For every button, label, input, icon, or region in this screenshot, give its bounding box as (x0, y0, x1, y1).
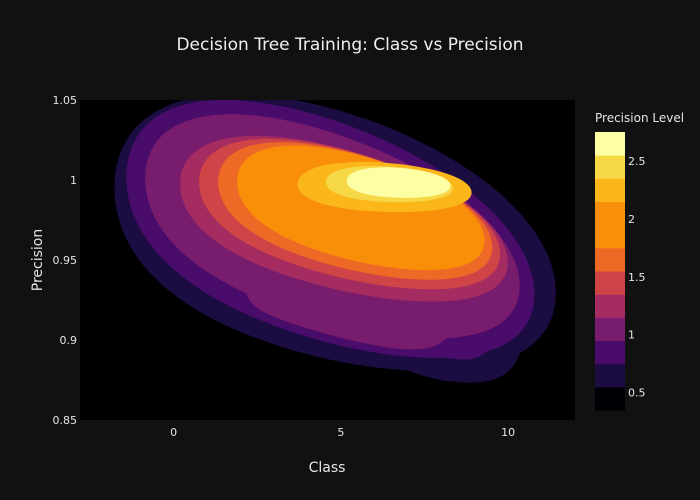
plot-area (80, 100, 575, 420)
y-tick-label: 1.05 (53, 94, 78, 107)
colorbar-band (595, 340, 625, 365)
y-tick-label: 0.85 (53, 414, 78, 427)
x-axis-label: Class (309, 460, 346, 476)
y-tick-label: 0.95 (53, 254, 78, 267)
colorbar-title: Precision Level (595, 111, 684, 125)
y-axis-label: Precision (30, 229, 46, 291)
chart-title: Decision Tree Training: Class vs Precisi… (176, 35, 523, 55)
contour-layer (114, 100, 556, 383)
x-tick-label: 10 (501, 426, 515, 439)
colorbar-band (595, 155, 625, 179)
y-axis-ticks: 0.85 0.9 0.95 1 1.05 (53, 94, 78, 427)
colorbar-band (595, 317, 625, 341)
x-axis-ticks: 0 5 10 (170, 426, 515, 439)
colorbar-tick-label: 1 (628, 329, 635, 342)
x-tick-label: 0 (170, 426, 177, 439)
colorbar-band (595, 201, 625, 226)
colorbar-tick-label: 0.5 (628, 387, 646, 400)
colorbar-band (595, 363, 625, 388)
contour-level (346, 167, 451, 198)
colorbar-tick-label: 2 (628, 213, 635, 226)
colorbar-band (595, 247, 625, 272)
colorbar-bands (595, 132, 625, 411)
colorbar-band (595, 178, 625, 202)
colorbar-band (595, 224, 625, 249)
colorbar-tick-label: 1.5 (628, 271, 646, 284)
colorbar-band (595, 386, 625, 411)
y-tick-label: 0.9 (60, 334, 78, 347)
y-tick-label: 1 (70, 174, 77, 187)
colorbar-band (595, 294, 625, 318)
colorbar-ticks: 0.5 1 1.5 2 2.5 (628, 155, 646, 400)
colorbar-band (595, 271, 625, 295)
colorbar: Precision Level 0.5 1 1.5 2 2.5 (595, 111, 684, 411)
colorbar-tick-label: 2.5 (628, 155, 646, 168)
x-tick-label: 5 (337, 426, 344, 439)
colorbar-band (595, 132, 625, 156)
